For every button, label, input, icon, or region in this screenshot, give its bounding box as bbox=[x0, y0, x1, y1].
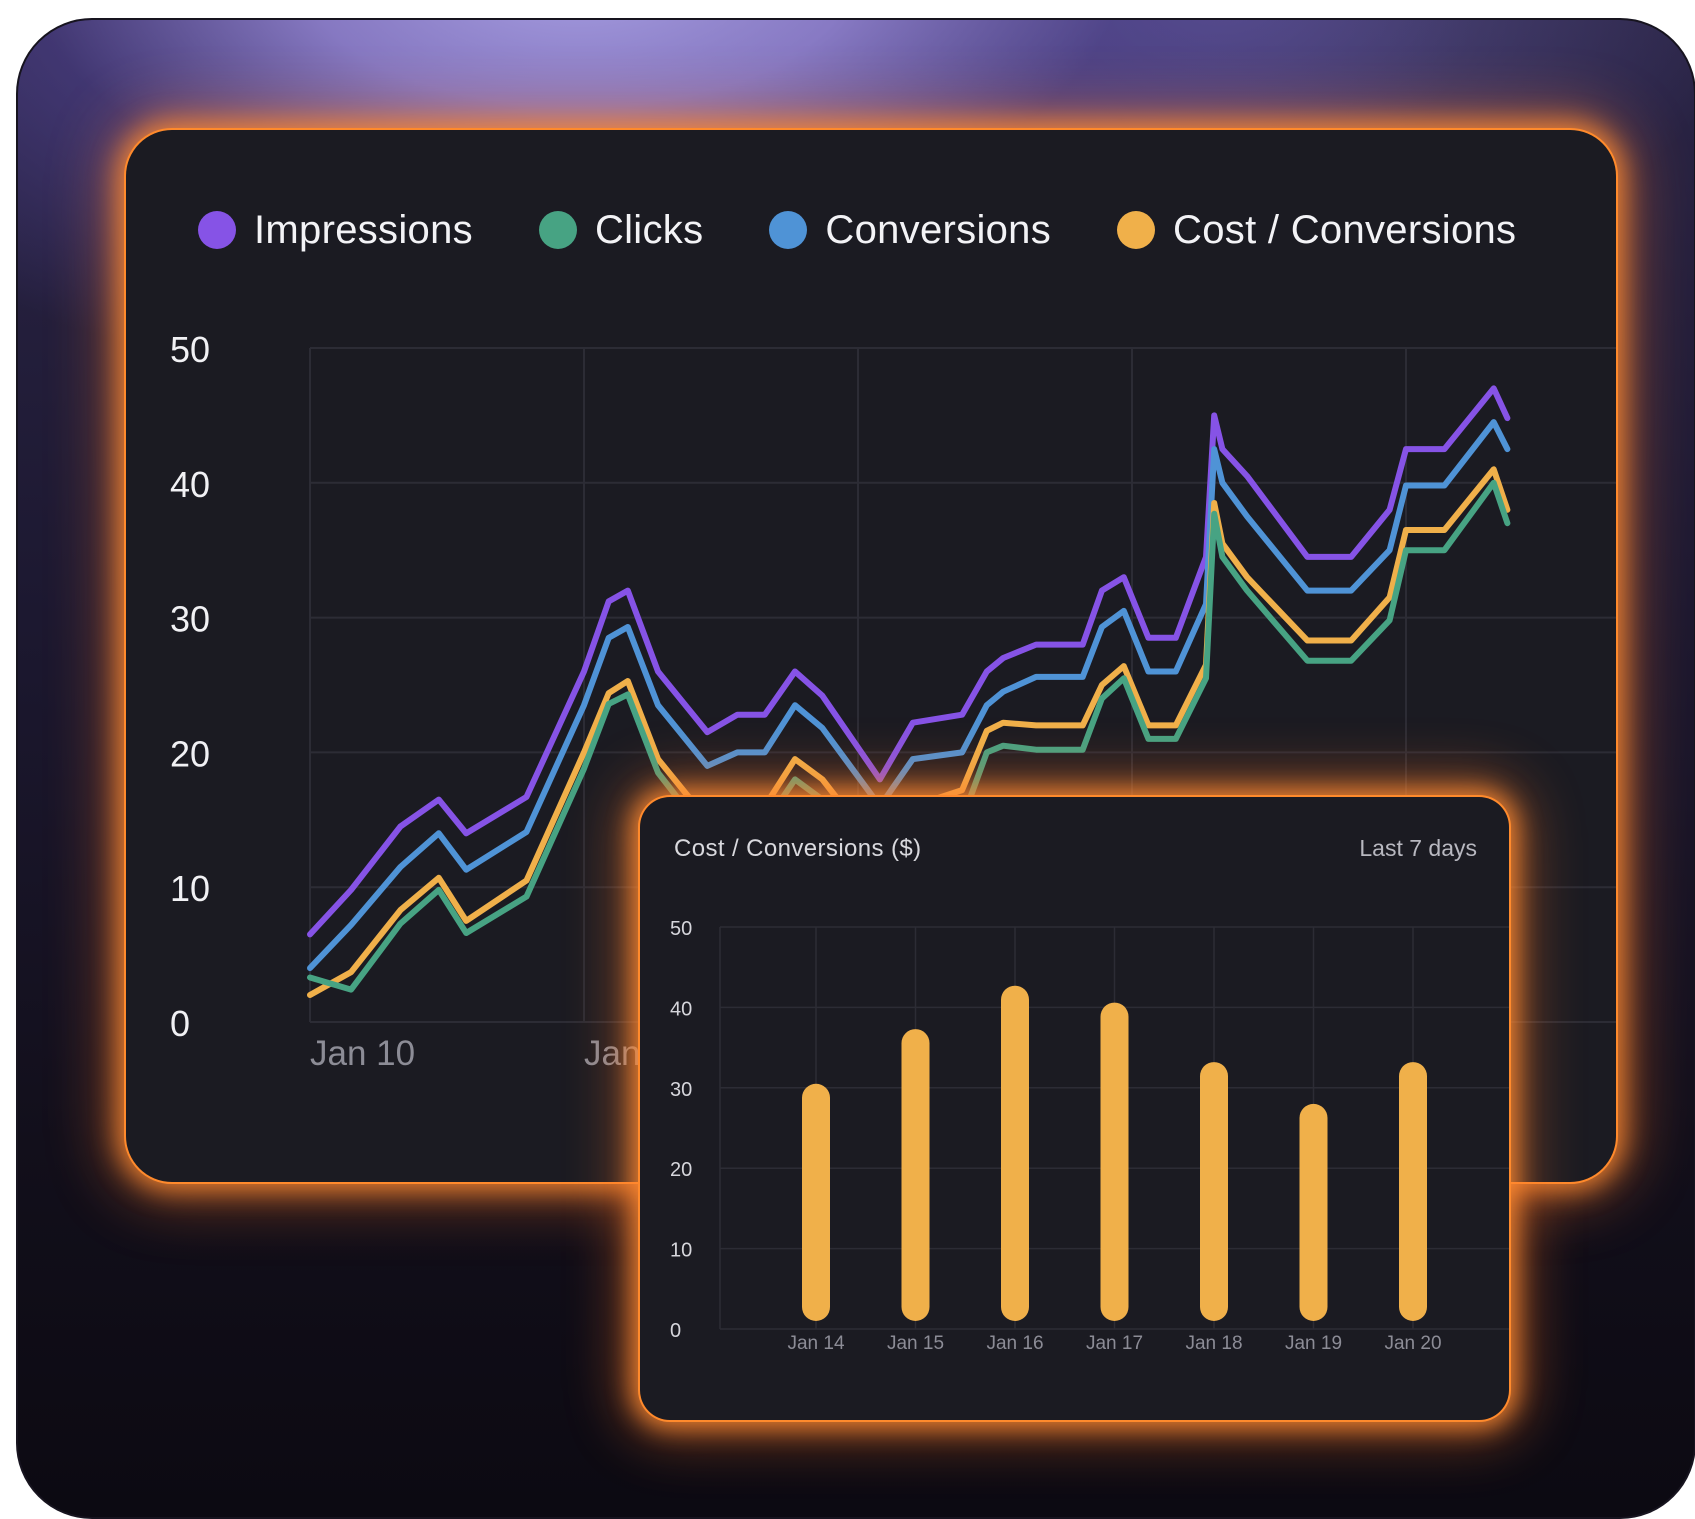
bar-jan-20 bbox=[1399, 1062, 1427, 1321]
x-tick-label: Jan 20 bbox=[1384, 1333, 1441, 1354]
bar-jan-14 bbox=[802, 1083, 830, 1321]
x-tick-label: Jan 14 bbox=[787, 1333, 844, 1354]
series-line-cost-conversions bbox=[307, 466, 1511, 998]
bar-jan-16 bbox=[1001, 985, 1029, 1321]
legend-item-impressions[interactable]: Impressions bbox=[198, 208, 473, 253]
y-tick-label: 30 bbox=[170, 599, 210, 640]
x-tick-label: Jan 19 bbox=[1285, 1333, 1342, 1354]
bar-jan-19 bbox=[1299, 1103, 1328, 1321]
series-line-clicks bbox=[307, 479, 1511, 993]
y-tick-label: 40 bbox=[670, 998, 692, 1020]
legend-label: Impressions bbox=[254, 207, 473, 252]
legend-item-conversions[interactable]: Conversions bbox=[769, 208, 1051, 253]
series-lines bbox=[307, 385, 1511, 998]
y-tick-label: 20 bbox=[670, 1159, 692, 1181]
bars bbox=[802, 985, 1427, 1321]
y-axis-labels: 0 10 20 30 40 50 bbox=[170, 329, 210, 1044]
legend-dot-icon bbox=[1117, 211, 1156, 249]
bar-y-axis-labels: 0 10 20 30 40 50 bbox=[670, 918, 692, 1342]
series-line-conversions bbox=[307, 419, 1511, 972]
y-tick-label: 20 bbox=[170, 733, 210, 774]
y-tick-label: 0 bbox=[670, 1320, 681, 1342]
x-tick-label: Jan 15 bbox=[887, 1333, 944, 1354]
y-tick-label: 10 bbox=[670, 1240, 692, 1262]
y-tick-label: 10 bbox=[170, 868, 210, 909]
y-tick-label: 50 bbox=[670, 918, 692, 940]
bar-chart-title: Cost / Conversions ($) bbox=[674, 835, 922, 862]
bar-jan-18 bbox=[1200, 1062, 1228, 1321]
legend-dot-icon bbox=[198, 211, 236, 249]
x-tick-label: Jan 16 bbox=[986, 1333, 1043, 1354]
legend-item-clicks[interactable]: Clicks bbox=[538, 207, 704, 253]
x-tick-label: Jan 17 bbox=[1086, 1333, 1143, 1354]
bar-jan-15 bbox=[901, 1029, 930, 1321]
cost-conversions-card: Cost / Conversions ($) Last 7 days 0 10 20… bbox=[640, 797, 1509, 1420]
legend-dot-icon bbox=[538, 211, 577, 249]
legend-label: Clicks bbox=[594, 207, 704, 252]
y-tick-label: 50 bbox=[170, 329, 210, 370]
legend-label: Conversions bbox=[825, 207, 1052, 252]
y-tick-label: 0 bbox=[170, 1003, 190, 1044]
legend-label: Cost / Conversions bbox=[1173, 207, 1517, 252]
x-tick-label: Jan 10 bbox=[310, 1034, 415, 1073]
legend-dot-icon bbox=[769, 211, 808, 249]
y-tick-label: 40 bbox=[170, 464, 210, 505]
y-tick-label: 30 bbox=[670, 1079, 692, 1101]
date-range-label[interactable]: Last 7 days bbox=[1359, 835, 1477, 861]
series-line-impressions bbox=[307, 385, 1511, 938]
legend-item-cost-conversions[interactable]: Cost / Conversions bbox=[1117, 208, 1516, 253]
x-tick-label: Jan 18 bbox=[1185, 1333, 1242, 1354]
bar-jan-17 bbox=[1100, 1002, 1129, 1321]
bar-x-axis-labels: Jan 14 Jan 15 Jan 16 Jan 17 Jan 18 Jan 19 Jan … bbox=[787, 1333, 1441, 1354]
chart-legend: Impressions Clicks Conversions Cost / Conve… bbox=[198, 200, 1516, 260]
